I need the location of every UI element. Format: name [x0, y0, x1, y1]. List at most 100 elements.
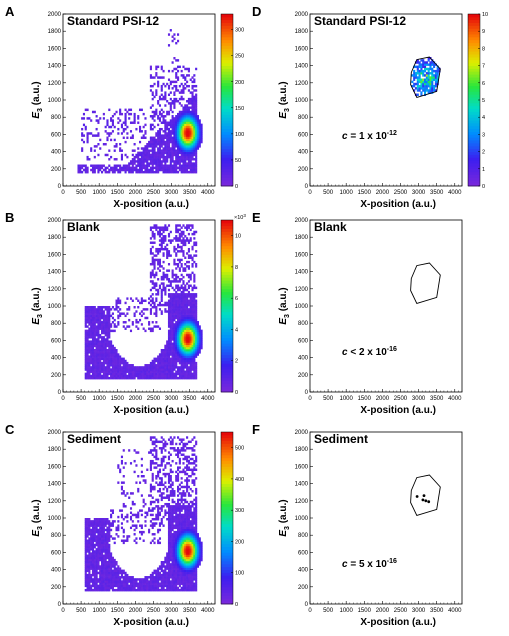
heatmap-cell — [90, 556, 93, 560]
heatmap-cell — [84, 550, 87, 553]
heatmap-cell — [186, 224, 189, 227]
heatmap-cell — [117, 376, 120, 380]
heatmap-cell — [186, 136, 189, 139]
heatmap-cell — [187, 250, 190, 253]
heatmap-cell — [84, 567, 87, 570]
heatmap-cell — [169, 147, 172, 150]
heatmap-cell — [113, 357, 116, 361]
heatmap-cell — [115, 349, 118, 352]
heatmap-cell — [139, 374, 142, 378]
heatmap-cell — [198, 134, 201, 137]
heatmap-cell — [84, 342, 87, 345]
heatmap-cell — [122, 374, 125, 378]
heatmap-cell — [99, 526, 102, 530]
heatmap-cell — [90, 520, 93, 523]
heatmap-cell — [151, 258, 154, 262]
heatmap-cell — [166, 582, 169, 585]
heatmap-cell — [151, 370, 154, 373]
heatmap-cell — [102, 349, 105, 352]
heatmap-cell — [196, 333, 200, 337]
heatmap-cell — [178, 250, 181, 253]
heatmap-cell — [151, 513, 154, 517]
heatmap-cell — [95, 588, 98, 592]
heatmap-cell — [95, 355, 98, 358]
colorbar-segment — [468, 163, 480, 167]
heatmap-cell — [167, 232, 171, 236]
heatmap-cell — [88, 370, 91, 373]
heatmap-cell — [148, 580, 151, 583]
heatmap-cell — [101, 336, 104, 339]
heatmap-cell — [195, 250, 198, 253]
heatmap-cell — [193, 115, 196, 118]
heatmap-cell — [200, 132, 203, 135]
heatmap-cell — [117, 314, 120, 318]
heatmap-cell — [95, 145, 98, 148]
heatmap-cell — [131, 368, 134, 371]
heatmap-cell — [84, 576, 87, 579]
heatmap-cell — [122, 359, 125, 363]
heatmap-cell — [187, 106, 190, 109]
heatmap-cell — [133, 160, 136, 163]
heatmap-cell — [99, 539, 102, 542]
heatmap-cell — [160, 355, 163, 358]
heatmap-cell — [146, 145, 149, 148]
heatmap-cell — [160, 578, 163, 581]
heatmap-cell — [160, 459, 163, 463]
colorbar-segment — [468, 62, 480, 66]
heatmap-cell — [153, 507, 156, 510]
heatmap-cell — [102, 318, 105, 322]
heatmap-cell — [157, 586, 160, 590]
heatmap-cell — [97, 530, 100, 534]
heatmap-cell — [162, 565, 165, 568]
heatmap-cell — [164, 580, 167, 583]
heatmap-cell — [157, 567, 160, 570]
heatmap-cell — [193, 136, 196, 139]
heatmap-cell — [177, 125, 180, 129]
heatmap-cell — [135, 580, 138, 583]
heatmap-cell — [108, 125, 111, 129]
heatmap-cell — [175, 293, 178, 296]
heatmap-cell — [416, 80, 419, 84]
heatmap-cell — [187, 143, 190, 146]
heatmap-cell — [86, 535, 89, 538]
heatmap-cell — [144, 370, 147, 373]
heatmap-cell — [177, 338, 180, 341]
colorbar-segment — [221, 291, 233, 295]
heatmap-cell — [111, 355, 114, 358]
heatmap-cell — [101, 355, 104, 358]
heatmap-cell — [151, 573, 154, 577]
heatmap-cell — [97, 545, 100, 549]
heatmap-cell — [414, 65, 418, 69]
heatmap-cell — [167, 318, 171, 322]
heatmap-cell — [91, 164, 95, 167]
heatmap-cell — [169, 153, 172, 157]
heatmap-cell — [106, 344, 109, 348]
heatmap-cell — [160, 140, 163, 144]
heatmap-cell — [135, 321, 138, 324]
heatmap-cell — [180, 147, 183, 150]
heatmap-cell — [195, 160, 198, 163]
heatmap-cell — [166, 578, 169, 581]
heatmap-cell — [157, 582, 160, 585]
colorbar-segment — [221, 331, 233, 336]
heatmap-cell — [175, 344, 178, 348]
heatmap-cell — [144, 166, 147, 170]
heatmap-cell — [149, 65, 152, 69]
heatmap-cell — [195, 132, 198, 135]
heatmap-cell — [166, 247, 169, 251]
heatmap-cell — [420, 69, 423, 73]
heatmap-cell — [153, 125, 156, 129]
heatmap-cell — [104, 376, 107, 380]
heatmap-cell — [155, 160, 158, 163]
heatmap-cell — [139, 125, 142, 129]
heatmap-cell — [86, 140, 89, 144]
y-axis-label: E3 (a.u.) — [278, 287, 291, 324]
heatmap-cell — [175, 370, 178, 373]
heatmap-cell — [195, 164, 198, 167]
heatmap-cell — [186, 376, 189, 380]
heatmap-cell — [195, 355, 198, 358]
heatmap-cell — [151, 449, 154, 452]
heatmap-cell — [175, 306, 178, 309]
heatmap-cell — [189, 340, 192, 343]
heatmap-cell — [164, 567, 167, 570]
